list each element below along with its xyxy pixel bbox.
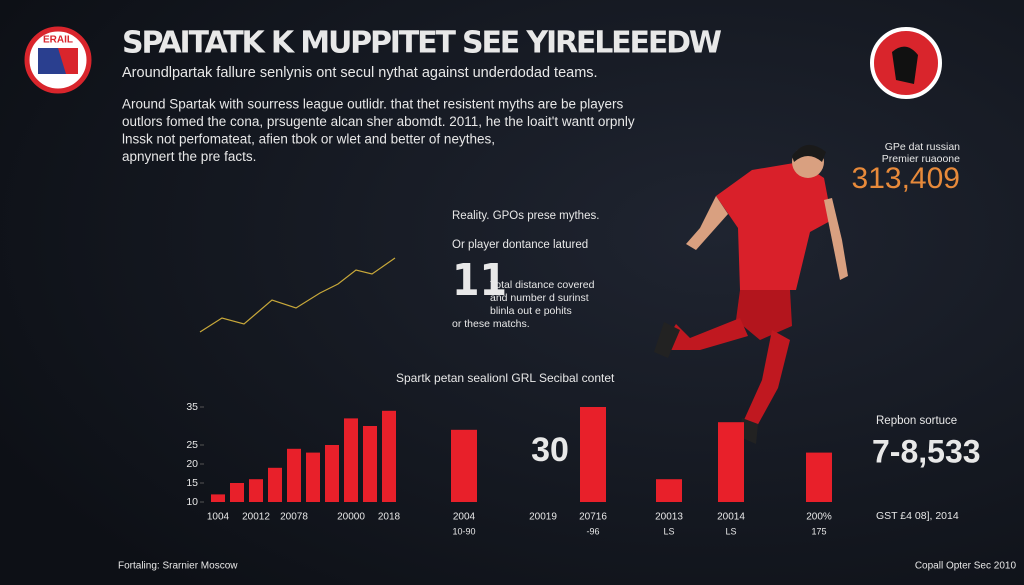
x-tick-sublabel: 175 bbox=[811, 526, 826, 536]
x-tick-sublabel: LS bbox=[663, 526, 674, 536]
reality-note: and number d surinst bbox=[490, 292, 589, 304]
trend-line bbox=[199, 257, 396, 333]
footer-left: Fortaling: Srarnier Moscow bbox=[118, 561, 238, 572]
y-tick-label: 15 bbox=[186, 477, 198, 489]
stat-value: 313,409 bbox=[852, 162, 960, 195]
bar bbox=[325, 445, 339, 502]
chart-title: Spartk petan sealionl GRL Secibal contet bbox=[396, 371, 615, 385]
bar bbox=[344, 418, 358, 502]
subtitle: Aroundlpartak fallure senlynis ont secul… bbox=[122, 65, 598, 81]
bar bbox=[211, 494, 225, 502]
big-number: 11 bbox=[452, 255, 507, 306]
x-tick-label: 20014 bbox=[717, 512, 745, 523]
y-tick-label: 10 bbox=[186, 496, 198, 508]
bar bbox=[268, 467, 282, 502]
logo-right bbox=[870, 27, 942, 99]
y-tick-label: 35 bbox=[186, 401, 198, 413]
reality-note: blinla out e pohits bbox=[490, 305, 572, 317]
bar bbox=[363, 426, 377, 502]
x-tick-label: 2004 bbox=[453, 512, 476, 523]
title: SPAITATK K MUPPITET SEE YIRELEEEDW bbox=[122, 26, 722, 61]
reality-heading: Reality. GPOs prese mythes. bbox=[452, 210, 599, 222]
x-tick-label: 20012 bbox=[242, 512, 270, 523]
bar bbox=[382, 410, 396, 502]
x-tick-label: 2018 bbox=[378, 512, 401, 523]
player bbox=[654, 144, 848, 444]
intro-line: lnssk not perfomateat, afien tbok or wle… bbox=[122, 132, 495, 147]
bar bbox=[656, 479, 682, 502]
logo-left bbox=[24, 26, 92, 94]
bar bbox=[451, 429, 477, 502]
bar bbox=[230, 483, 244, 502]
intro-line: outlors fomed the cona, prsugente alcan … bbox=[122, 114, 635, 129]
x-tick-label: 1004 bbox=[207, 512, 230, 523]
bar bbox=[306, 452, 320, 502]
x-tick-label: 20019 bbox=[529, 512, 557, 523]
bar bbox=[718, 422, 744, 502]
x-tick-label: 20013 bbox=[655, 512, 683, 523]
annotation: 30 bbox=[531, 431, 569, 469]
intro-line: Around Spartak with sourress league outl… bbox=[122, 97, 624, 112]
reality-subheading: Or player dontance latured bbox=[452, 239, 588, 251]
bar bbox=[806, 452, 832, 502]
reality-note: or these matchs. bbox=[452, 318, 530, 330]
bar bbox=[249, 479, 263, 502]
x-tick-sublabel: 10-90 bbox=[452, 526, 475, 536]
intro-line: apnynert the pre facts. bbox=[122, 149, 256, 164]
y-tick-label: 25 bbox=[186, 439, 198, 451]
x-tick-sublabel: LS bbox=[725, 526, 736, 536]
x-tick-label: 20716 bbox=[579, 512, 607, 523]
x-tick-sublabel: -96 bbox=[586, 526, 599, 536]
stat-label: GPe dat russian bbox=[885, 141, 960, 153]
x-tick-label: 20078 bbox=[280, 512, 308, 523]
stat-note: GST £4 08], 2014 bbox=[876, 510, 959, 522]
stat-label: Repbon sortuce bbox=[876, 415, 957, 427]
bar bbox=[287, 448, 301, 502]
x-tick-label: 200% bbox=[806, 512, 832, 523]
reality-note: Total distance covered bbox=[490, 279, 595, 291]
bar bbox=[580, 407, 606, 502]
stat-value: 7-8,533 bbox=[872, 433, 981, 469]
footer-right: Copall Opter Sec 2010 bbox=[915, 561, 1017, 572]
x-tick-label: 20000 bbox=[337, 512, 365, 523]
stat-label: Premier ruaoone bbox=[882, 153, 960, 165]
logo-text: ERAIL bbox=[43, 35, 73, 46]
y-tick-label: 20 bbox=[186, 458, 198, 470]
